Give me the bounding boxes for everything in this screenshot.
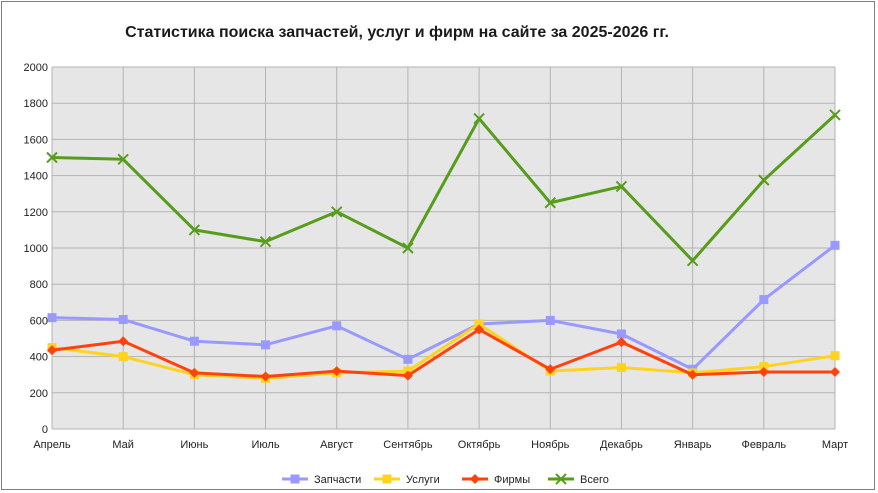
data-point xyxy=(616,337,627,348)
data-point xyxy=(189,336,199,346)
data-point xyxy=(402,242,414,254)
series-line xyxy=(51,327,835,379)
data-point xyxy=(403,354,413,364)
data-point xyxy=(686,254,699,267)
series-4 xyxy=(46,109,841,267)
x-tick-label: Январь xyxy=(674,439,712,451)
data-point xyxy=(616,329,626,339)
legend-item: Всего xyxy=(548,473,609,486)
x-tick-label: Июнь xyxy=(180,439,208,451)
data-point xyxy=(47,313,57,323)
series-line xyxy=(51,244,836,371)
y-tick-label: 0 xyxy=(42,424,48,436)
x-tick-label: Май xyxy=(112,439,134,451)
legend: Запчасти Услуги Фирмы Всего xyxy=(282,473,609,486)
legend-swatch-marker xyxy=(470,474,480,484)
x-tick-label: Ноябрь xyxy=(531,439,569,451)
data-point xyxy=(118,352,128,362)
legend-item: Услуги xyxy=(374,474,440,486)
x-tick-label: Декабрь xyxy=(600,439,643,451)
data-point xyxy=(331,366,342,377)
data-point xyxy=(46,151,58,164)
x-tick-label: Февраль xyxy=(741,439,786,451)
legend-swatch-marker xyxy=(555,473,567,485)
data-point xyxy=(331,206,343,218)
data-point xyxy=(261,340,271,350)
data-point xyxy=(758,366,769,377)
legend-label: Запчасти xyxy=(314,474,361,486)
data-point xyxy=(47,345,57,356)
data-point xyxy=(188,224,201,236)
data-point xyxy=(118,336,129,347)
data-point xyxy=(759,362,769,372)
y-tick-label: 400 xyxy=(30,352,48,364)
legend-item: Запчасти xyxy=(282,474,361,486)
y-tick-label: 2000 xyxy=(24,62,48,74)
y-tick-label: 200 xyxy=(30,388,48,400)
legend-item: Фирмы xyxy=(462,474,530,486)
data-point xyxy=(474,319,484,329)
x-tick-label: Октябрь xyxy=(458,439,501,451)
data-point xyxy=(829,109,841,121)
y-tick-label: 1200 xyxy=(24,207,48,219)
data-point xyxy=(758,174,770,186)
y-tick-label: 1000 xyxy=(24,243,48,255)
data-point xyxy=(687,369,698,380)
series-line xyxy=(51,322,836,380)
data-point xyxy=(118,314,128,324)
x-tick-label: Сентябрь xyxy=(383,439,433,451)
data-point xyxy=(615,180,628,193)
data-point xyxy=(830,240,840,250)
x-tick-label: Март xyxy=(822,439,848,451)
x-tick-label: Апрель xyxy=(33,439,71,451)
data-point xyxy=(259,235,272,248)
data-point xyxy=(473,112,485,125)
x-tick-label: Август xyxy=(320,439,353,451)
data-point xyxy=(616,362,626,372)
data-point xyxy=(545,315,555,325)
data-point xyxy=(544,197,556,209)
legend-label: Всего xyxy=(580,474,609,486)
y-tick-label: 1800 xyxy=(24,98,48,110)
legend-label: Услуги xyxy=(406,474,440,486)
y-tick-label: 800 xyxy=(30,279,48,291)
data-point xyxy=(545,364,556,375)
data-point xyxy=(260,371,271,382)
data-point xyxy=(189,367,200,378)
data-point xyxy=(830,351,840,361)
legend-label: Фирмы xyxy=(494,474,530,486)
data-point xyxy=(402,370,413,381)
series-line xyxy=(51,113,837,263)
legend-swatch-marker xyxy=(290,474,300,484)
data-point xyxy=(332,321,342,331)
data-point xyxy=(830,366,840,377)
data-point xyxy=(117,153,129,166)
y-tick-label: 600 xyxy=(30,315,48,327)
chart-title: Статистика поиска запчастей, услуг и фир… xyxy=(125,24,669,41)
x-tick-label: Июль xyxy=(252,439,280,451)
data-point xyxy=(474,324,485,335)
series-3 xyxy=(47,324,840,382)
y-tick-label: 1600 xyxy=(24,134,48,146)
y-tick-label: 1400 xyxy=(24,171,48,183)
legend-swatch-marker xyxy=(382,474,392,484)
data-point xyxy=(759,295,769,305)
